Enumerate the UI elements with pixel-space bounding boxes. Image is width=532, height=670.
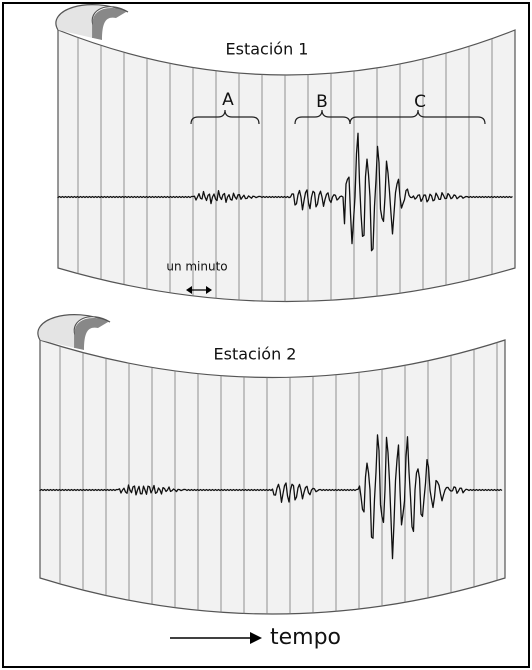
axis-label: tempo bbox=[270, 625, 341, 650]
scale-label: un minuto bbox=[166, 260, 227, 274]
label-c: C bbox=[414, 92, 426, 112]
station-title: Estación 1 bbox=[226, 40, 309, 59]
label-a: A bbox=[222, 90, 234, 110]
figure: Estación 1 Estación 2 A B C un minuto te… bbox=[0, 0, 532, 670]
paper bbox=[40, 340, 505, 614]
seismogram-2: Estación 2 bbox=[38, 315, 505, 614]
label-b: B bbox=[316, 92, 328, 112]
station-title: Estación 2 bbox=[214, 345, 297, 364]
